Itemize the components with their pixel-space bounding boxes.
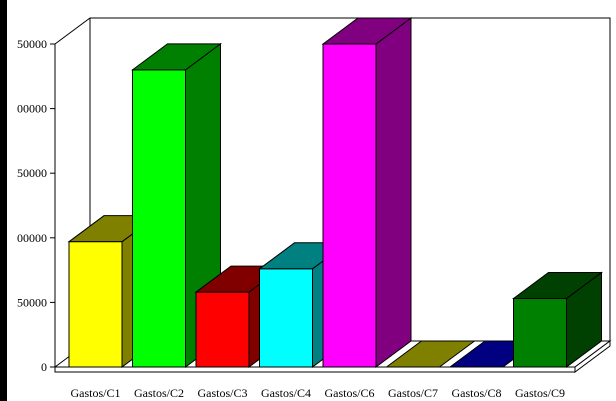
- y-tick-label: 50000: [17, 295, 47, 309]
- x-tick-label: Gastos/C6: [324, 386, 374, 400]
- bar-top: [130, 43, 223, 71]
- bar-front: [132, 69, 186, 368]
- x-axis-labels: Gastos/C1 Gastos/C2 Gastos/C3 Gastos/C4 Gast…: [70, 386, 565, 400]
- x-tick-label: Gastos/C4: [261, 386, 311, 400]
- bar-top: [321, 17, 413, 45]
- bar-front: [195, 291, 250, 368]
- y-tick-label: 0: [41, 360, 47, 374]
- x-tick-label: Gastos/C7: [388, 386, 438, 400]
- bar-front: [259, 268, 313, 368]
- bar-front: [513, 298, 567, 368]
- bars: [67, 17, 604, 368]
- bar-front: [322, 43, 377, 368]
- floor-front-edge: [54, 366, 576, 373]
- y-axis-ticks: 0 50000 00000 50000 00000 50000: [17, 37, 55, 374]
- bar: [384, 340, 477, 368]
- x-tick-label: Gastos/C3: [197, 386, 247, 400]
- x-tick-label: Gastos/C9: [515, 386, 565, 400]
- left-edge-bar: [0, 0, 7, 401]
- y-tick-label: 00000: [17, 102, 47, 116]
- y-tick-label: 00000: [17, 231, 47, 245]
- y-tick-label: 50000: [17, 166, 47, 180]
- bar: [321, 17, 413, 368]
- bar: [511, 271, 604, 368]
- bar-side: [375, 17, 412, 368]
- back-wall-outline: [54, 17, 611, 341]
- bar-front: [68, 241, 123, 368]
- bar-top: [511, 272, 604, 300]
- bar-top: [384, 340, 477, 368]
- x-tick-label: Gastos/C8: [451, 386, 501, 400]
- y-tick-label: 50000: [17, 37, 47, 51]
- floor-side-edge: [574, 340, 611, 373]
- x-tick-label: Gastos/C1: [70, 386, 120, 400]
- x-tick-label: Gastos/C2: [134, 386, 184, 400]
